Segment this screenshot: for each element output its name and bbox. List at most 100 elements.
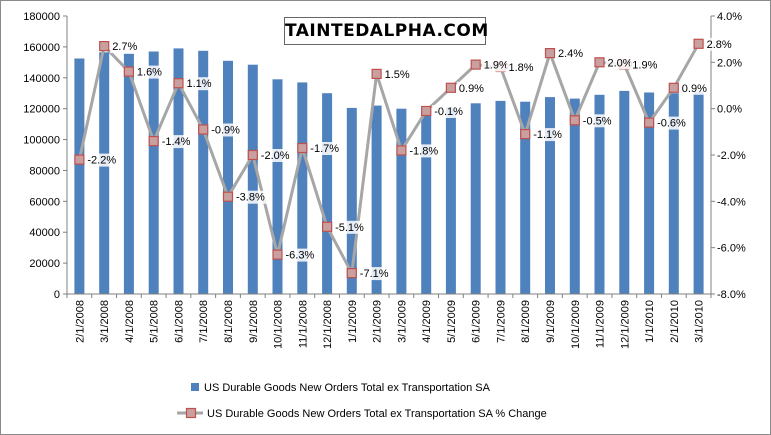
x-tick-label: 9/1/2009: [545, 300, 557, 343]
left-tick-label: 60000: [29, 196, 60, 208]
data-label-bg: [679, 81, 709, 95]
data-label-bg: [110, 40, 139, 54]
bar-8/1/2008: [223, 60, 233, 294]
data-label-bg: [704, 37, 734, 51]
x-tick-label: 6/1/2009: [471, 300, 483, 343]
data-label-3/1/2008: 2.7%: [112, 41, 137, 53]
data-label-bg: [258, 149, 294, 162]
bar-1/1/2009: [346, 107, 357, 295]
pct-change-marker-4/1/2009: [421, 105, 432, 117]
bar-10/1/2009: [569, 98, 580, 294]
data-label-bg: [407, 144, 443, 158]
x-tick-label: 4/1/2008: [124, 300, 136, 343]
bar-6/1/2009: [470, 103, 481, 294]
x-tick-label: 8/1/2009: [520, 300, 532, 343]
data-label-bg: [134, 65, 164, 79]
pct-change-marker-5/1/2008: [148, 136, 159, 147]
data-label-bg: [308, 142, 344, 155]
data-label-12/1/2008: -5.1%: [335, 222, 364, 234]
data-label-bg: [234, 190, 269, 204]
data-label-bg: [580, 114, 616, 128]
x-tick-label: 3/1/2009: [396, 300, 408, 343]
data-label-10/1/2008: -6.3%: [286, 250, 315, 262]
data-label-3/1/2009: -1.8%: [409, 145, 438, 157]
pct-change-marker-9/1/2008: [247, 149, 258, 161]
bar-9/1/2008: [247, 64, 258, 294]
x-tick-label: 2/1/2010: [669, 300, 681, 343]
data-label-6/1/2009: 1.9%: [484, 60, 509, 72]
data-label-7/1/2008: -0.9%: [211, 125, 240, 137]
left-tick-label: 0: [54, 289, 60, 301]
pct-change-marker-1/1/2009: [346, 268, 357, 279]
bar-10/1/2008: [272, 79, 283, 294]
pct-change-marker-7/1/2008: [198, 124, 209, 135]
data-label-bg: [481, 58, 511, 72]
pct-change-marker-6/1/2008: [173, 78, 184, 89]
x-tick-label: 12/1/2008: [322, 300, 334, 349]
bar-11/1/2009: [594, 94, 605, 294]
pct-change-marker-4/1/2008: [123, 66, 135, 77]
data-label-8/1/2008: -3.8%: [236, 192, 265, 204]
left-tick-label: 20000: [29, 258, 60, 270]
right-tick-label: -2.0%: [717, 150, 746, 162]
bar-2/1/2010: [668, 93, 679, 294]
legend-bar-label: US Durable Goods New Orders Total ex Tra…: [204, 382, 491, 394]
right-tick-label: -6.0%: [717, 243, 746, 255]
pct-change-marker-2/1/2010: [668, 82, 679, 93]
data-label-9/1/2008: -2.0%: [261, 150, 290, 162]
data-label-9/1/2009: 2.4%: [558, 48, 583, 60]
x-tick-label: 1/1/2010: [644, 300, 656, 343]
bar-7/1/2008: [198, 50, 209, 295]
pct-change-marker-10/1/2009: [569, 115, 580, 126]
right-tick-label: 2.0%: [717, 57, 742, 69]
data-label-11/1/2009: 2.0%: [608, 57, 633, 69]
bar-12/1/2008: [322, 93, 333, 294]
bar-12/1/2009: [619, 90, 630, 295]
data-label-bg: [333, 220, 369, 234]
left-tick-label: 180000: [23, 11, 60, 23]
data-label-1/1/2010: -0.6%: [657, 118, 686, 130]
tainted-alpha-logo: TAINTEDALPHA.COM: [284, 17, 488, 45]
pct-change-marker-12/1/2008: [322, 221, 333, 232]
bar-5/1/2009: [445, 107, 456, 294]
data-label-7/1/2009: 1.8%: [509, 62, 534, 74]
legend-bar-swatch: [191, 383, 199, 391]
x-tick-label: 5/1/2008: [149, 300, 161, 343]
x-tick-label: 1/1/2009: [347, 300, 359, 343]
right-tick-label: -8.0%: [717, 289, 746, 301]
pct-change-marker-9/1/2009: [544, 47, 556, 59]
data-label-2/1/2008: -2.2%: [87, 155, 116, 167]
left-tick-label: 120000: [23, 104, 60, 116]
data-label-4/1/2009: -0.1%: [434, 106, 463, 118]
pct-change-marker-11/1/2009: [594, 57, 605, 68]
data-label-bg: [630, 58, 660, 72]
data-label-bg: [655, 116, 691, 130]
bar-3/1/2010: [693, 91, 704, 294]
bar-7/1/2009: [495, 100, 506, 295]
pct-change-marker-1/1/2010: [643, 117, 655, 128]
legend-line-label: US Durable Goods New Orders Total ex Tra…: [207, 408, 547, 420]
x-tick-label: 9/1/2008: [248, 300, 260, 343]
data-label-3/1/2010: 2.8%: [707, 39, 732, 51]
x-tick-label: 10/1/2009: [570, 300, 582, 349]
bar-4/1/2008: [123, 53, 134, 294]
data-label-bg: [357, 267, 393, 281]
pct-change-marker-11/1/2008: [297, 142, 308, 154]
x-tick-label: 2/1/2008: [74, 300, 86, 343]
x-tick-label: 10/1/2008: [273, 300, 285, 349]
x-tick-label: 4/1/2009: [421, 300, 433, 343]
data-label-8/1/2009: -1.1%: [533, 129, 562, 141]
data-label-5/1/2009: 0.9%: [459, 83, 484, 95]
pct-change-marker-8/1/2008: [222, 191, 234, 202]
left-tick-label: 40000: [29, 227, 60, 239]
bar-9/1/2009: [545, 97, 555, 294]
pct-change-marker-10/1/2008: [272, 249, 283, 260]
x-tick-label: 3/1/2010: [694, 300, 706, 343]
bar-5/1/2008: [148, 51, 159, 294]
left-tick-label: 160000: [23, 42, 60, 54]
x-tick-label: 8/1/2008: [223, 300, 235, 343]
data-label-1/1/2009: -7.1%: [360, 268, 389, 280]
data-label-bg: [432, 105, 468, 118]
right-tick-label: 0.0%: [717, 104, 742, 116]
